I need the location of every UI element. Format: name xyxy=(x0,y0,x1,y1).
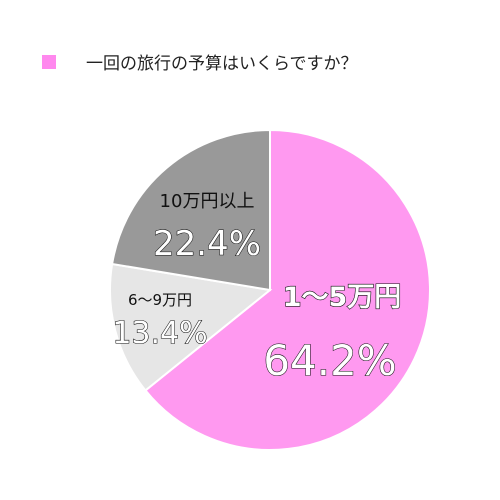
chart-title: 一回の旅行の予算はいくらですか？ xyxy=(86,54,358,74)
slice-value-label-3: 22.4% xyxy=(153,224,261,264)
pie-slices xyxy=(109,128,431,451)
slice-label-3: 10万円以上 xyxy=(160,191,255,212)
pie-slice-3 xyxy=(110,128,271,292)
pie-slice-1 xyxy=(144,128,431,451)
slice-label-2: 6～9万円 xyxy=(128,291,192,309)
slice-value-label-2: 13.4% xyxy=(112,316,207,351)
pie-labels: 1～5万円 64.2% 6～9万円 13.4% 10万円以上 22.4% xyxy=(112,191,402,386)
pie-slice-2 xyxy=(109,262,273,392)
slice-value-label-1: 64.2% xyxy=(263,336,396,385)
slice-label-1: 1～5万円 xyxy=(283,282,402,313)
title-legend-marker xyxy=(42,55,56,69)
